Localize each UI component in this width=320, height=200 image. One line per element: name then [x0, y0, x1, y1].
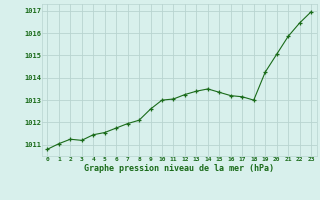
X-axis label: Graphe pression niveau de la mer (hPa): Graphe pression niveau de la mer (hPa)	[84, 164, 274, 173]
